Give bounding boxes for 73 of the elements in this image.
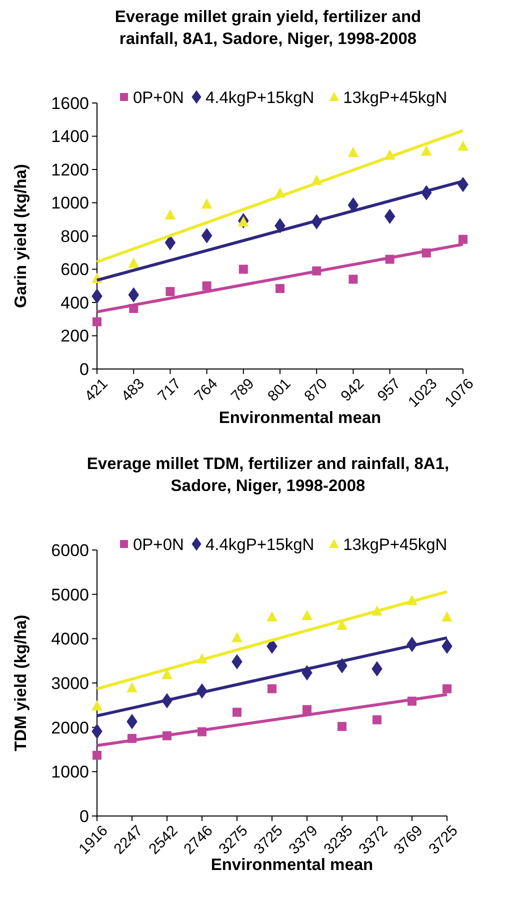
x-axis-title: Environmental mean [218,409,382,427]
point [302,610,312,620]
x-tick-label: 483 [118,375,148,405]
chart-title: Everage millet TDM, fertilizer and rainfall, 8A1, Sadore, Niger, 1998-2008 [86,455,450,495]
x-axis-title: Environmental mean [210,856,374,874]
point [92,317,102,326]
y-tick-label: 200 [60,326,89,346]
point [128,257,139,268]
point [238,264,248,274]
y-tick-label: 0 [80,806,89,826]
point [266,638,278,654]
point [92,724,102,739]
x-tick-label: 801 [264,375,294,405]
point [348,146,359,158]
y-tick-label: 1400 [51,127,89,146]
point [384,208,396,224]
y-tick-label: 5000 [51,585,89,604]
y-tick-label: 2000 [51,718,89,738]
point [232,708,242,717]
legend-label: 13kgP+45kgN [343,88,448,107]
point [276,284,284,294]
point [164,235,176,250]
point [421,145,432,156]
point [442,611,452,622]
point [232,654,242,670]
point [202,281,212,290]
y-tick-label: 1000 [51,194,89,213]
y-axis-title: TDM yield (kg/ha) [12,614,30,752]
point [232,632,242,642]
point [372,715,382,724]
point [338,722,346,731]
point [458,234,468,244]
y-tick-label: 1000 [51,762,89,782]
point [348,274,358,284]
point [238,216,249,227]
point [164,209,176,220]
legend-label: 0P+0N [133,88,184,107]
point [442,684,452,694]
point [442,638,452,654]
y-tick-label: 3000 [51,674,89,693]
x-tick-label: 789 [228,375,258,405]
point [372,661,382,676]
point [458,140,468,151]
legend-label: 13kgP+45kgN [343,536,448,554]
y-tick-label: 4000 [51,630,89,649]
point [268,684,276,694]
chart-title: Everage millet grain yield, fertilizer and rainfall, 8A1, Sadore, Niger, 1998-2008 [114,8,422,48]
x-tick-label: 957 [374,375,404,405]
point [166,287,175,296]
y-tick-label: 1200 [51,160,89,180]
point [302,705,312,714]
legend-label: 0P+0N [133,536,184,554]
point [201,198,212,209]
x-tick-label: 717 [154,375,184,405]
legend-label: 4.4kgP+15kgN [206,88,314,107]
point [128,287,139,302]
point [126,682,138,692]
legend-label: 4.4kgP+15kgN [206,536,314,554]
y-tick-label: 600 [60,260,89,280]
y-tick-label: 6000 [51,540,89,560]
point [92,700,102,711]
point [201,228,212,244]
point [348,197,359,213]
x-tick-label: 764 [191,375,222,405]
y-axis-title: Garin yield (kg/ha) [12,164,30,308]
x-tick-label: 942 [338,375,368,405]
point [92,288,102,304]
y-tick-label: 400 [60,293,89,312]
y-tick-label: 1600 [51,94,89,113]
y-tick-label: 800 [60,226,89,246]
x-tick-label: 870 [301,375,331,405]
point [92,750,102,760]
point [266,611,278,622]
